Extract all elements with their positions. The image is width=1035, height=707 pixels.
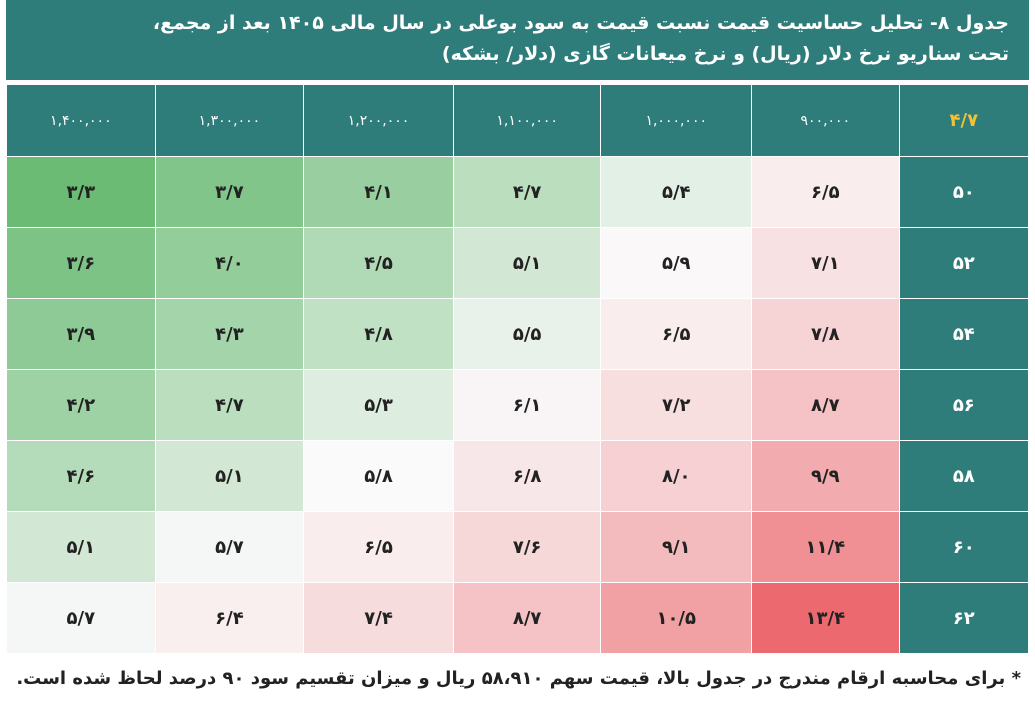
title-line-1: جدول ۸- تحلیل حساسیت قیمت نسبت قیمت به س… [152, 12, 1009, 34]
heatmap-cell: ۶/۸ [452, 440, 602, 512]
heatmap-cell: ۶/۱ [452, 369, 602, 441]
heatmap-cell: ۵/۸ [303, 440, 454, 512]
heatmap-cell: ۵/۱ [154, 440, 305, 512]
heatmap-cell: ۵/۹ [600, 227, 753, 299]
heatmap-cell: ۷/۱ [751, 227, 900, 299]
row-header: ۵۲ [898, 227, 1030, 299]
table-row: ۵۰ ۶/۵ ۵/۴ ۴/۷ ۴/۱ ۳/۷ ۳/۳ [6, 156, 1030, 228]
heatmap-cell: ۱۳/۴ [751, 582, 900, 654]
heatmap-cell: ۷/۴ [303, 582, 454, 654]
heatmap-cell: ۸/۷ [452, 582, 602, 654]
heatmap-cell: ۵/۳ [303, 369, 454, 441]
column-header: ۹۰۰,۰۰۰ [751, 84, 900, 157]
heatmap-cell: ۶/۵ [751, 156, 900, 228]
heatmap-cell: ۹/۹ [751, 440, 900, 512]
heatmap-cell: ۴/۷ [154, 369, 305, 441]
heatmap-cell: ۴/۶ [6, 440, 156, 512]
heatmap-cell: ۴/۰ [154, 227, 305, 299]
heatmap-cell: ۵/۴ [600, 156, 753, 228]
table-row: ۶۲ ۱۳/۴ ۱۰/۵ ۸/۷ ۷/۴ ۶/۴ ۵/۷ [6, 582, 1030, 654]
heatmap-cell: ۶/۴ [154, 582, 305, 654]
table-row: ۵۲ ۷/۱ ۵/۹ ۵/۱ ۴/۵ ۴/۰ ۳/۶ [6, 227, 1030, 299]
row-header: ۶۲ [898, 582, 1030, 654]
column-header: ۱,۲۰۰,۰۰۰ [303, 84, 454, 157]
title-line-2: تحت سناریو نرخ دلار (ریال) و نرخ میعانات… [441, 43, 1009, 65]
column-header: ۱,۰۰۰,۰۰۰ [600, 84, 753, 157]
heatmap-cell: ۱۱/۴ [751, 511, 900, 583]
heatmap-cell: ۴/۵ [303, 227, 454, 299]
heatmap-cell: ۱۰/۵ [600, 582, 753, 654]
table-row: ۵۶ ۸/۷ ۷/۲ ۶/۱ ۵/۳ ۴/۷ ۴/۲ [6, 369, 1030, 441]
title-bar: جدول ۸- تحلیل حساسیت قیمت نسبت قیمت به س… [6, 0, 1029, 80]
heatmap-cell: ۳/۳ [6, 156, 156, 228]
heatmap-cell: ۷/۶ [452, 511, 602, 583]
heatmap-cell: ۶/۵ [303, 511, 454, 583]
heatmap-cell: ۵/۱ [452, 227, 602, 299]
heatmap-cell: ۶/۵ [600, 298, 753, 370]
table-row: ۵۴ ۷/۸ ۶/۵ ۵/۵ ۴/۸ ۴/۳ ۳/۹ [6, 298, 1030, 370]
row-header: ۶۰ [898, 511, 1030, 583]
column-header: ۱,۴۰۰,۰۰۰ [6, 84, 156, 157]
row-header: ۵۰ [898, 156, 1030, 228]
heatmap-cell: ۴/۲ [6, 369, 156, 441]
heatmap-cell: ۷/۲ [600, 369, 753, 441]
footnote: * برای محاسبه ارقام مندرج در جدول بالا، … [16, 668, 1021, 689]
header-row: ۴/۷ ۹۰۰,۰۰۰ ۱,۰۰۰,۰۰۰ ۱,۱۰۰,۰۰۰ ۱,۲۰۰,۰۰۰ ۱,۳… [6, 84, 1030, 157]
column-header: ۱,۳۰۰,۰۰۰ [154, 84, 305, 157]
heatmap-cell: ۹/۱ [600, 511, 753, 583]
heatmap-cell: ۸/۰ [600, 440, 753, 512]
row-header: ۵۸ [898, 440, 1030, 512]
heatmap-cell: ۵/۷ [6, 582, 156, 654]
heatmap-cell: ۵/۷ [154, 511, 305, 583]
heatmap-cell: ۴/۱ [303, 156, 454, 228]
column-header: ۱,۱۰۰,۰۰۰ [452, 84, 602, 157]
table-row: ۶۰ ۱۱/۴ ۹/۱ ۷/۶ ۶/۵ ۵/۷ ۵/۱ [6, 511, 1030, 583]
heatmap-cell: ۴/۸ [303, 298, 454, 370]
heatmap-cell: ۳/۶ [6, 227, 156, 299]
heatmap-cell: ۴/۳ [154, 298, 305, 370]
heatmap-cell: ۴/۷ [452, 156, 602, 228]
row-header: ۵۶ [898, 369, 1030, 441]
heatmap-table: ۴/۷ ۹۰۰,۰۰۰ ۱,۰۰۰,۰۰۰ ۱,۱۰۰,۰۰۰ ۱,۲۰۰,۰۰۰ ۱,۳… [6, 84, 1030, 654]
heatmap-cell: ۵/۵ [452, 298, 602, 370]
heatmap-cell: ۳/۷ [154, 156, 305, 228]
heatmap-cell: ۷/۸ [751, 298, 900, 370]
corner-label: ۴/۷ [898, 84, 1030, 157]
heatmap-cell: ۸/۷ [751, 369, 900, 441]
heatmap-cell: ۳/۹ [6, 298, 156, 370]
table-row: ۵۸ ۹/۹ ۸/۰ ۶/۸ ۵/۸ ۵/۱ ۴/۶ [6, 440, 1030, 512]
row-header: ۵۴ [898, 298, 1030, 370]
heatmap-cell: ۵/۱ [6, 511, 156, 583]
